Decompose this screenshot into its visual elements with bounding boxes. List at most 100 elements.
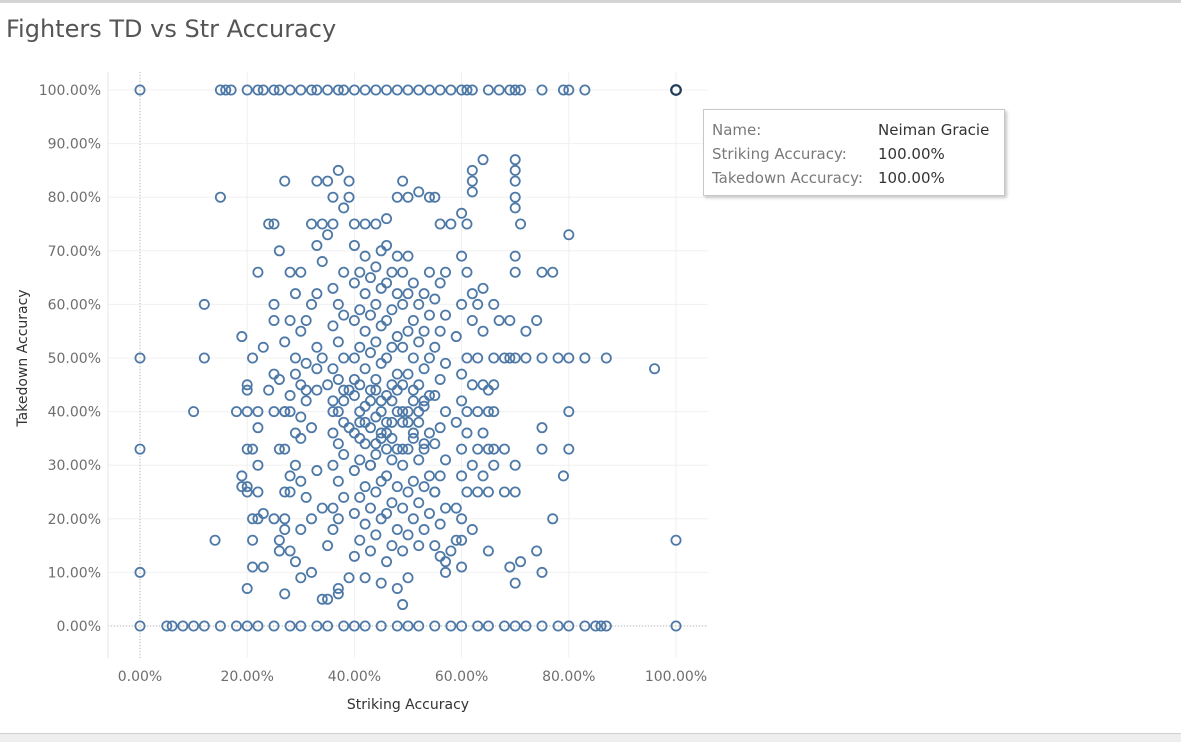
data-point[interactable] <box>397 459 409 471</box>
data-point[interactable] <box>311 84 323 96</box>
data-point[interactable] <box>434 373 446 385</box>
data-point[interactable] <box>370 384 382 396</box>
data-point[interactable] <box>397 266 409 278</box>
data-point[interactable] <box>440 406 452 418</box>
data-point[interactable] <box>386 432 398 444</box>
data-point[interactable] <box>434 218 446 230</box>
data-point[interactable] <box>241 379 253 391</box>
data-point[interactable] <box>311 239 323 251</box>
data-point[interactable] <box>407 432 419 444</box>
data-point[interactable] <box>332 84 344 96</box>
data-point[interactable] <box>418 288 430 300</box>
data-point[interactable] <box>332 582 344 594</box>
data-point[interactable] <box>402 191 414 203</box>
data-point[interactable] <box>418 325 430 337</box>
data-point[interactable] <box>381 352 393 364</box>
data-point[interactable] <box>338 352 350 364</box>
data-point[interactable] <box>391 443 403 455</box>
data-point[interactable] <box>359 363 371 375</box>
data-point[interactable] <box>391 368 403 380</box>
data-point[interactable] <box>332 588 344 600</box>
data-point[interactable] <box>563 406 575 418</box>
data-point[interactable] <box>466 459 478 471</box>
data-point[interactable] <box>440 357 452 369</box>
data-point[interactable] <box>354 491 366 503</box>
data-point[interactable] <box>134 443 146 455</box>
data-point[interactable] <box>493 84 505 96</box>
data-point[interactable] <box>456 298 468 310</box>
data-point[interactable] <box>381 390 393 402</box>
data-point[interactable] <box>300 357 312 369</box>
data-point[interactable] <box>423 427 435 439</box>
data-point[interactable] <box>252 406 264 418</box>
data-point[interactable] <box>354 416 366 428</box>
data-point[interactable] <box>209 534 221 546</box>
data-point[interactable] <box>477 325 489 337</box>
data-point[interactable] <box>407 384 419 396</box>
data-point[interactable] <box>488 459 500 471</box>
data-point[interactable] <box>166 620 178 632</box>
data-point[interactable] <box>381 416 393 428</box>
data-point[interactable] <box>440 309 452 321</box>
data-point[interactable] <box>440 502 452 514</box>
data-point[interactable] <box>370 298 382 310</box>
data-point[interactable] <box>670 620 682 632</box>
data-point[interactable] <box>327 320 339 332</box>
data-point[interactable] <box>391 406 403 418</box>
data-point[interactable] <box>322 175 334 187</box>
data-point[interactable] <box>440 266 452 278</box>
data-point[interactable] <box>509 154 521 166</box>
data-point[interactable] <box>134 620 146 632</box>
data-point[interactable] <box>289 556 301 568</box>
data-point[interactable] <box>520 352 532 364</box>
data-point[interactable] <box>563 84 575 96</box>
data-point[interactable] <box>418 363 430 375</box>
data-point[interactable] <box>547 266 559 278</box>
data-point[interactable] <box>257 507 269 519</box>
data-point[interactable] <box>257 561 269 573</box>
data-point[interactable] <box>268 314 280 326</box>
data-point[interactable] <box>504 314 516 326</box>
data-point[interactable] <box>509 250 521 262</box>
data-point[interactable] <box>284 486 296 498</box>
data-point[interactable] <box>509 191 521 203</box>
data-point[interactable] <box>306 298 318 310</box>
data-point[interactable] <box>456 470 468 482</box>
data-point[interactable] <box>557 470 569 482</box>
data-point[interactable] <box>386 304 398 316</box>
data-point[interactable] <box>579 84 591 96</box>
data-point[interactable] <box>386 341 398 353</box>
data-point[interactable] <box>284 406 296 418</box>
data-point[interactable] <box>386 395 398 407</box>
data-point[interactable] <box>423 266 435 278</box>
data-point[interactable] <box>391 288 403 300</box>
data-point[interactable] <box>413 379 425 391</box>
data-point[interactable] <box>348 84 360 96</box>
data-point[interactable] <box>370 373 382 385</box>
data-point[interactable] <box>306 513 318 525</box>
data-point[interactable] <box>311 465 323 477</box>
data-point[interactable] <box>407 513 419 525</box>
data-point[interactable] <box>397 406 409 418</box>
data-point[interactable] <box>670 534 682 546</box>
data-point[interactable] <box>370 486 382 498</box>
data-point[interactable] <box>289 427 301 439</box>
data-point[interactable] <box>364 272 376 284</box>
data-point[interactable] <box>509 459 521 471</box>
data-point[interactable] <box>306 84 318 96</box>
data-point[interactable] <box>456 561 468 573</box>
data-point[interactable] <box>418 395 430 407</box>
data-point[interactable] <box>198 352 210 364</box>
data-point[interactable] <box>289 288 301 300</box>
data-point[interactable] <box>252 620 264 632</box>
data-point[interactable] <box>397 443 409 455</box>
data-point[interactable] <box>509 202 521 214</box>
data-point[interactable] <box>445 218 457 230</box>
data-point[interactable] <box>472 406 484 418</box>
data-point[interactable] <box>429 540 441 552</box>
data-point[interactable] <box>407 277 419 289</box>
data-point[interactable] <box>295 411 307 423</box>
data-point[interactable] <box>649 363 661 375</box>
data-point[interactable] <box>279 406 291 418</box>
